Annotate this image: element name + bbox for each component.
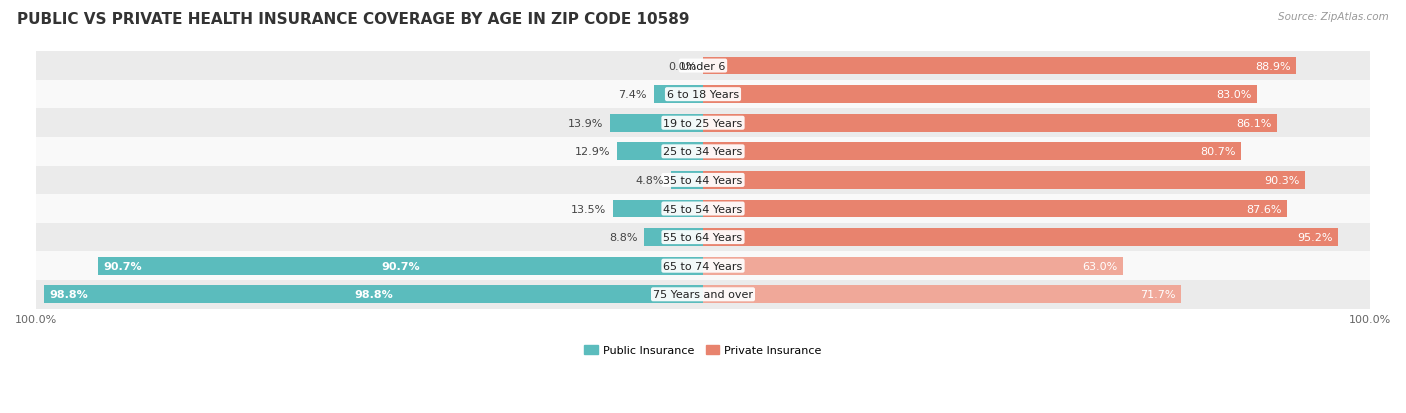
Text: 71.7%: 71.7% bbox=[1140, 290, 1175, 299]
Bar bbox=[703, 286, 1181, 304]
Bar bbox=[703, 114, 1277, 132]
Text: 86.1%: 86.1% bbox=[1236, 119, 1272, 128]
Bar bbox=[671, 172, 703, 189]
Legend: Public Insurance, Private Insurance: Public Insurance, Private Insurance bbox=[579, 340, 827, 360]
Text: 8.8%: 8.8% bbox=[609, 233, 638, 242]
Text: 83.0%: 83.0% bbox=[1216, 90, 1251, 100]
Text: Under 6: Under 6 bbox=[681, 62, 725, 71]
Bar bbox=[44, 286, 703, 304]
Bar bbox=[98, 257, 703, 275]
Bar bbox=[37, 109, 1369, 138]
Text: 65 to 74 Years: 65 to 74 Years bbox=[664, 261, 742, 271]
Text: 55 to 64 Years: 55 to 64 Years bbox=[664, 233, 742, 242]
Text: 35 to 44 Years: 35 to 44 Years bbox=[664, 176, 742, 185]
Text: 7.4%: 7.4% bbox=[619, 90, 647, 100]
Bar bbox=[703, 172, 1305, 189]
Bar bbox=[37, 52, 1369, 81]
Text: 75 Years and over: 75 Years and over bbox=[652, 290, 754, 299]
Bar bbox=[37, 166, 1369, 195]
Text: 80.7%: 80.7% bbox=[1201, 147, 1236, 157]
Text: 90.3%: 90.3% bbox=[1264, 176, 1301, 185]
Bar bbox=[703, 257, 1123, 275]
Text: 98.8%: 98.8% bbox=[49, 290, 89, 299]
Bar bbox=[610, 114, 703, 132]
Text: 45 to 54 Years: 45 to 54 Years bbox=[664, 204, 742, 214]
Bar bbox=[703, 57, 1296, 75]
Bar bbox=[617, 143, 703, 161]
Bar bbox=[37, 252, 1369, 280]
Bar bbox=[613, 200, 703, 218]
Bar bbox=[37, 280, 1369, 309]
Text: Source: ZipAtlas.com: Source: ZipAtlas.com bbox=[1278, 12, 1389, 22]
Text: 88.9%: 88.9% bbox=[1256, 62, 1291, 71]
Text: 6 to 18 Years: 6 to 18 Years bbox=[666, 90, 740, 100]
Text: 90.7%: 90.7% bbox=[104, 261, 142, 271]
Text: 63.0%: 63.0% bbox=[1083, 261, 1118, 271]
Text: 0.0%: 0.0% bbox=[668, 62, 696, 71]
Text: PUBLIC VS PRIVATE HEALTH INSURANCE COVERAGE BY AGE IN ZIP CODE 10589: PUBLIC VS PRIVATE HEALTH INSURANCE COVER… bbox=[17, 12, 689, 27]
Bar bbox=[644, 229, 703, 247]
Text: 25 to 34 Years: 25 to 34 Years bbox=[664, 147, 742, 157]
Text: 95.2%: 95.2% bbox=[1296, 233, 1333, 242]
Bar bbox=[654, 86, 703, 104]
Text: 12.9%: 12.9% bbox=[575, 147, 610, 157]
Bar bbox=[37, 138, 1369, 166]
Text: 13.9%: 13.9% bbox=[568, 119, 603, 128]
Bar bbox=[703, 200, 1286, 218]
Text: 19 to 25 Years: 19 to 25 Years bbox=[664, 119, 742, 128]
Text: 98.8%: 98.8% bbox=[354, 290, 392, 299]
Text: 87.6%: 87.6% bbox=[1246, 204, 1282, 214]
Bar bbox=[37, 223, 1369, 252]
Bar bbox=[703, 229, 1339, 247]
Text: 4.8%: 4.8% bbox=[636, 176, 664, 185]
Bar bbox=[37, 195, 1369, 223]
Bar bbox=[37, 81, 1369, 109]
Bar bbox=[703, 86, 1257, 104]
Text: 13.5%: 13.5% bbox=[571, 204, 606, 214]
Text: 90.7%: 90.7% bbox=[381, 261, 420, 271]
Bar bbox=[703, 143, 1241, 161]
